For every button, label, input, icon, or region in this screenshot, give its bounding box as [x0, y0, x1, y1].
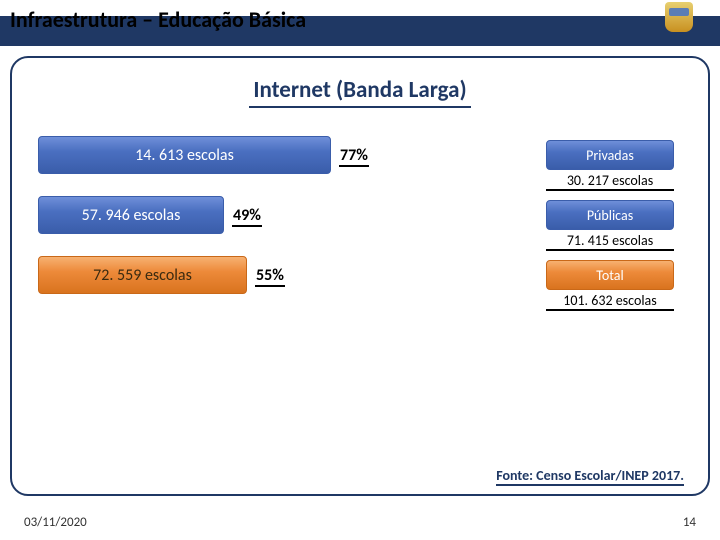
category-box-total: Total: [546, 260, 674, 290]
slide-footer: 03/11/2020 14: [0, 502, 720, 540]
bar-label: 57. 946 escolas: [82, 206, 181, 225]
category-total-overall: 101. 632 escolas: [546, 292, 674, 311]
chart-row-publicas: 57. 946 escolas 49% Públicas 71. 415 esc…: [38, 192, 682, 252]
logo-text: UFSC: [656, 33, 702, 44]
slide-title: Infraestrutura – Educação Básica: [10, 6, 306, 38]
source-citation: Fonte: Censo Escolar/INEP 2017.: [496, 467, 684, 486]
category-total-privadas: 30. 217 escolas: [546, 172, 674, 191]
bar-label: 72. 559 escolas: [93, 266, 192, 285]
ufsc-logo: UFSC: [656, 2, 702, 48]
footer-date: 03/11/2020: [24, 515, 87, 530]
bar-chart: 14. 613 escolas 77% Privadas 30. 217 esc…: [38, 132, 682, 392]
content-frame: Internet (Banda Larga) 14. 613 escolas 7…: [10, 56, 710, 496]
slide-header: Infraestrutura – Educação Básica UFSC: [0, 0, 720, 52]
bar-label: 14. 613 escolas: [135, 146, 234, 165]
percent-total: 55%: [255, 266, 285, 287]
percent-publicas: 49%: [232, 206, 262, 227]
category-label: Públicas: [587, 207, 633, 224]
logo-crest-icon: [665, 2, 693, 32]
percent-privadas: 77%: [339, 146, 369, 167]
bar-publicas: 57. 946 escolas: [38, 196, 224, 234]
category-label: Privadas: [586, 147, 634, 164]
chart-title: Internet (Banda Larga): [249, 76, 470, 108]
category-label: Total: [596, 267, 623, 284]
bar-privadas: 14. 613 escolas: [38, 136, 331, 174]
category-box-publicas: Públicas: [546, 200, 674, 230]
category-total-publicas: 71. 415 escolas: [546, 232, 674, 251]
chart-row-total: 72. 559 escolas 55% Total 101. 632 escol…: [38, 252, 682, 312]
bar-total: 72. 559 escolas: [38, 256, 247, 294]
category-box-privadas: Privadas: [546, 140, 674, 170]
chart-row-privadas: 14. 613 escolas 77% Privadas 30. 217 esc…: [38, 132, 682, 192]
footer-page-number: 14: [683, 515, 696, 530]
